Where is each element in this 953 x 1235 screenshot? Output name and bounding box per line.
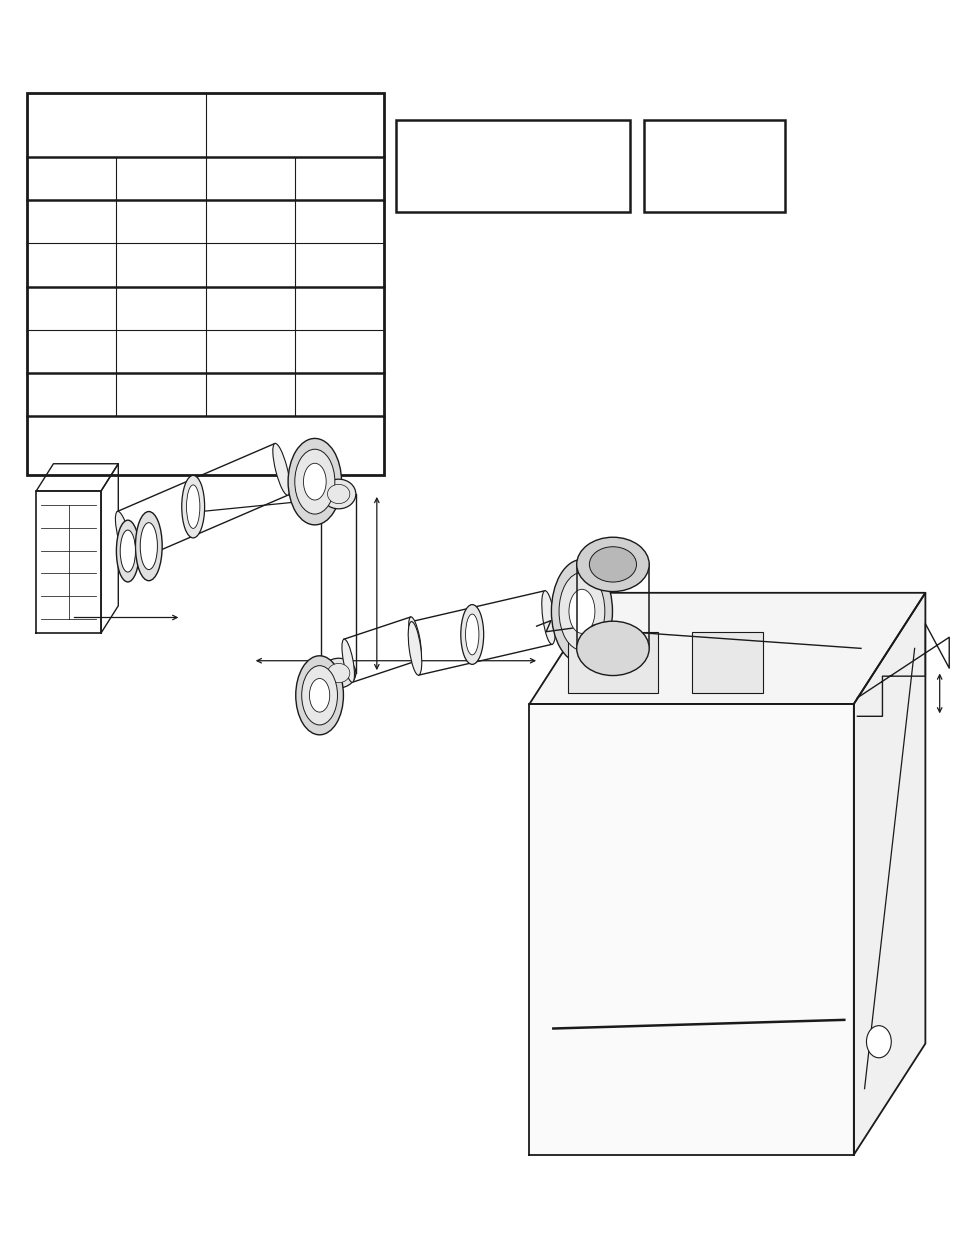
Ellipse shape <box>273 443 290 495</box>
Ellipse shape <box>115 511 132 563</box>
Bar <box>691 632 762 693</box>
Ellipse shape <box>294 450 335 514</box>
Ellipse shape <box>577 621 648 676</box>
Ellipse shape <box>301 666 337 725</box>
Polygon shape <box>529 704 853 1155</box>
Ellipse shape <box>186 485 200 529</box>
Ellipse shape <box>295 656 343 735</box>
Ellipse shape <box>327 663 350 683</box>
Ellipse shape <box>551 559 612 663</box>
Ellipse shape <box>303 463 326 500</box>
Bar <box>27 93 384 475</box>
Ellipse shape <box>341 640 355 682</box>
Ellipse shape <box>558 573 604 651</box>
Ellipse shape <box>577 537 648 592</box>
Ellipse shape <box>288 438 341 525</box>
Ellipse shape <box>589 547 636 582</box>
Polygon shape <box>853 593 924 1155</box>
Ellipse shape <box>321 658 355 688</box>
Ellipse shape <box>309 678 330 713</box>
Ellipse shape <box>321 479 355 509</box>
Ellipse shape <box>135 511 162 580</box>
Ellipse shape <box>116 520 139 582</box>
Bar <box>567 632 658 693</box>
Ellipse shape <box>140 522 157 569</box>
Ellipse shape <box>181 475 204 538</box>
Bar <box>643 120 784 212</box>
Ellipse shape <box>460 605 483 664</box>
Ellipse shape <box>541 590 555 645</box>
Polygon shape <box>529 593 924 704</box>
Ellipse shape <box>408 621 421 676</box>
Ellipse shape <box>120 530 135 572</box>
Ellipse shape <box>568 589 595 634</box>
Ellipse shape <box>465 614 478 655</box>
Circle shape <box>865 1025 890 1057</box>
Ellipse shape <box>327 484 350 504</box>
Bar <box>395 120 629 212</box>
Ellipse shape <box>408 618 421 659</box>
